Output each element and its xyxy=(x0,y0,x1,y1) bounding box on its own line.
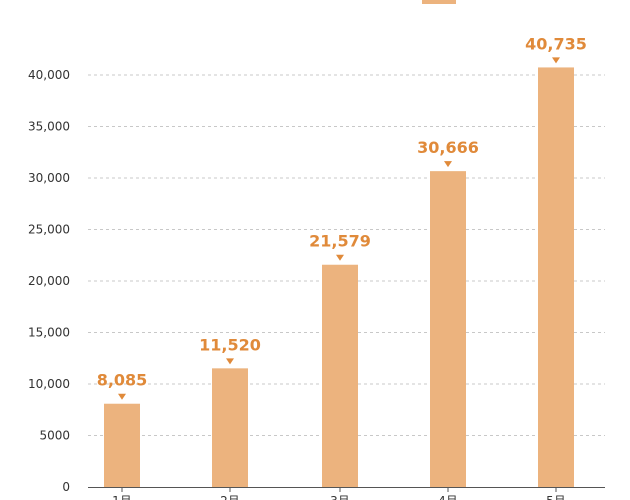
bar xyxy=(212,368,248,487)
bars xyxy=(104,67,574,487)
data-label: 40,735 xyxy=(525,34,587,53)
data-label-marker xyxy=(226,358,234,365)
y-tick-label: 10,000 xyxy=(28,377,70,391)
x-category-label: 1月 xyxy=(112,494,132,500)
y-tick-label: 35,000 xyxy=(28,120,70,134)
data-labels: 8,085 11,520 21,579 30,666 40,735 xyxy=(97,34,587,400)
x-category-label: 3月 xyxy=(330,494,350,500)
y-tick-label: 30,000 xyxy=(28,171,70,185)
data-label: 8,085 xyxy=(97,371,148,390)
y-tick-label: 25,000 xyxy=(28,223,70,237)
bar xyxy=(104,403,140,487)
bar xyxy=(538,67,574,487)
data-label: 30,666 xyxy=(417,138,479,157)
y-tick-label: 5000 xyxy=(39,429,70,443)
legend-swatch xyxy=(422,0,456,4)
y-tick-label: 15,000 xyxy=(28,326,70,340)
data-label-marker xyxy=(118,393,126,400)
data-label-marker xyxy=(444,161,452,168)
x-category-label: 4月 xyxy=(438,494,458,500)
y-tick-label: 0 xyxy=(62,480,70,494)
data-label-marker xyxy=(336,254,344,261)
data-label: 11,520 xyxy=(199,335,261,354)
x-category-label: 5月 xyxy=(546,494,566,500)
y-tick-label: 20,000 xyxy=(28,274,70,288)
y-axis-tick-labels: 0 5000 10,000 15,000 20,000 25,000 30,000 35,00… xyxy=(28,68,70,494)
data-label: 21,579 xyxy=(309,232,371,251)
bar xyxy=(322,264,358,487)
data-label-marker xyxy=(552,57,560,64)
x-category-label: 2月 xyxy=(220,494,240,500)
bar xyxy=(430,171,466,487)
x-axis-category-labels: 1月 2月 3月 4月 5月 xyxy=(112,487,566,500)
y-tick-label: 40,000 xyxy=(28,68,70,82)
